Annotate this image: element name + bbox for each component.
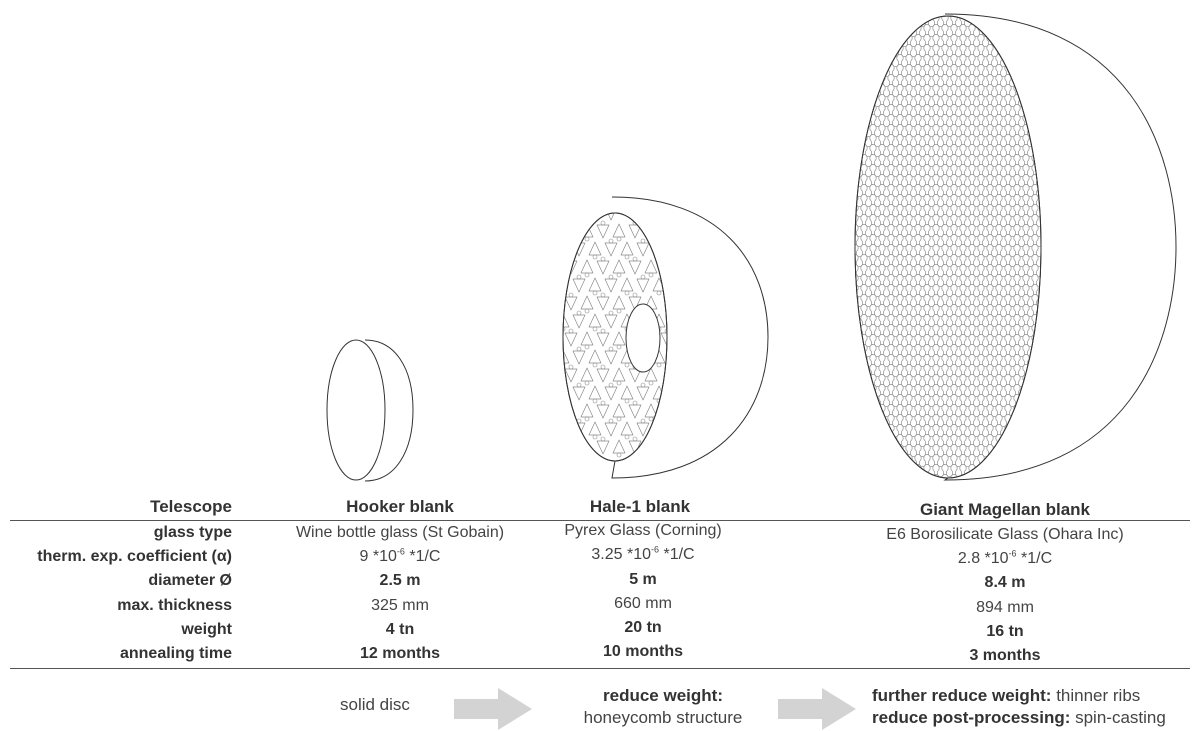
gm-note-text-2: spin-casting (1070, 708, 1166, 727)
hale-blank-disc (562, 196, 769, 479)
row-label-thickness: max. thickness (117, 597, 232, 614)
column-header-giant-magellan: Giant Magellan blank (919, 500, 1091, 519)
hooker-note: solid disc (340, 695, 410, 714)
hooker-weight: 4 tn (385, 621, 415, 638)
gm-diameter: 8.4 m (984, 574, 1026, 591)
hale-thickness: 660 mm (614, 595, 672, 612)
table-top-divider (10, 520, 1190, 521)
column-header-hooker: Hooker blank (346, 497, 454, 516)
row-label-annealing: annealing time (119, 645, 232, 662)
column-header-hale: Hale-1 blank (589, 497, 691, 516)
hale-weight: 20 tn (624, 619, 662, 636)
row-label-glass-type: glass type (153, 524, 232, 541)
hale-note-bold: reduce weight: (603, 686, 723, 705)
hale-note: reduce weight: honeycomb structure (568, 685, 758, 729)
hale-therm-coeff: 3.25 *10-6 *1/C (591, 544, 695, 563)
hooker-glass-type: Wine bottle glass (St Gobain) (295, 524, 505, 541)
hooker-diameter: 2.5 m (379, 572, 421, 589)
gm-glass-type: E6 Borosilicate Glass (Ohara Inc) (886, 526, 1124, 543)
gm-note-text-1: thinner ribs (1051, 686, 1141, 705)
hale-annealing: 10 months (602, 643, 684, 660)
gm-annealing: 3 months (969, 647, 1041, 664)
hale-glass-type: Pyrex Glass (Corning) (564, 522, 722, 539)
hooker-blank-disc (326, 339, 414, 482)
row-label-telescope: Telescope (150, 497, 232, 516)
table-bottom-divider (10, 668, 1190, 669)
hooker-annealing: 12 months (359, 645, 441, 662)
hooker-therm-coeff: 9 *10-6 *1/C (359, 546, 441, 565)
gm-thickness: 894 mm (976, 599, 1034, 616)
gm-weight: 16 tn (986, 623, 1024, 640)
row-label-therm-coeff: therm. exp. coefficient (α) (37, 548, 232, 565)
gm-note-bold-1: further reduce weight: (872, 686, 1052, 705)
row-label-diameter: diameter Ø (148, 572, 232, 589)
right-arrow-icon (778, 688, 856, 730)
gm-therm-coeff: 2.8 *10-6 *1/C (957, 548, 1053, 567)
hale-note-text: honeycomb structure (583, 708, 743, 727)
row-label-weight: weight (181, 621, 232, 638)
gm-note: further reduce weight: thinner ribs redu… (872, 685, 1166, 729)
hale-diameter: 5 m (629, 571, 657, 588)
giant-magellan-blank-disc (854, 13, 1177, 481)
right-arrow-icon (454, 688, 532, 730)
hooker-thickness: 325 mm (371, 597, 429, 614)
gm-note-bold-2: reduce post-processing: (872, 708, 1071, 727)
